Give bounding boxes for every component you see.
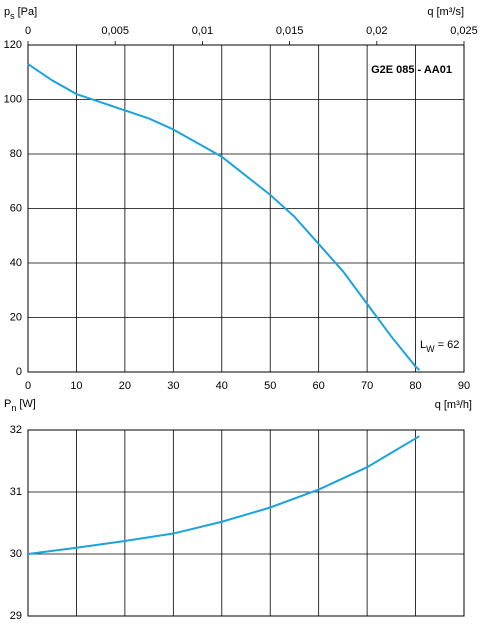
- x-tick-label: 30: [167, 380, 179, 392]
- x-axis-label: q [m³/h]: [435, 399, 472, 411]
- x2-tick-label: 0,005: [101, 25, 129, 37]
- y-tick-label: 100: [4, 93, 22, 105]
- annotation-symbol: L: [420, 339, 426, 351]
- x-tick-label: 60: [313, 380, 325, 392]
- x2-tick-label: 0: [25, 25, 31, 37]
- annotation: LW = 62: [420, 339, 459, 354]
- x2-tick-label: 0,02: [366, 25, 387, 37]
- y-tick-label: 32: [10, 424, 22, 436]
- y-tick-label: 40: [10, 257, 22, 269]
- x2-tick-label: 0,01: [192, 25, 213, 37]
- chart-title: G2E 085 - AA01: [371, 64, 452, 76]
- y-axis-label-symbol: P: [4, 398, 11, 410]
- x2-tick-label: 0,025: [450, 25, 478, 37]
- plot-frame: [27, 429, 465, 617]
- y-axis-label: ps [Pa]: [4, 6, 37, 21]
- x-tick-label: 70: [361, 380, 373, 392]
- annotation-text: = 62: [438, 339, 460, 351]
- x-tick-label: 90: [458, 380, 470, 392]
- y-tick-label: 80: [10, 148, 22, 160]
- y-tick-label: 31: [10, 486, 22, 498]
- x-tick-label: 20: [119, 380, 131, 392]
- x2-axis-label: q [m³/s]: [427, 6, 464, 18]
- data-line: [27, 63, 421, 371]
- data-line: [27, 435, 420, 555]
- x-tick-label: 10: [70, 380, 82, 392]
- x-tick-label: 40: [216, 380, 228, 392]
- plot-frame: [27, 44, 465, 373]
- y-axis-label-symbol: p: [4, 6, 10, 18]
- y-axis-label-subscript: n: [11, 403, 16, 413]
- x2-tick-label: 0,015: [276, 25, 304, 37]
- y-tick-label: 60: [10, 202, 22, 214]
- x-tick-label: 80: [409, 380, 421, 392]
- y-tick-label: 120: [4, 39, 22, 51]
- y-tick-label: 30: [10, 548, 22, 560]
- y-tick-label: 29: [10, 610, 22, 622]
- y-axis-label-subscript: s: [10, 11, 15, 21]
- annotation-subscript: W: [426, 344, 435, 354]
- x-tick-label: 0: [25, 380, 31, 392]
- x-tick-label: 50: [264, 380, 276, 392]
- y-axis-label-unit: [W]: [19, 398, 36, 410]
- y-axis-label-unit: [Pa]: [18, 6, 38, 18]
- y-axis-label: Pn [W]: [4, 398, 36, 413]
- y-tick-label: 20: [10, 311, 22, 323]
- y-tick-label: 0: [16, 366, 22, 378]
